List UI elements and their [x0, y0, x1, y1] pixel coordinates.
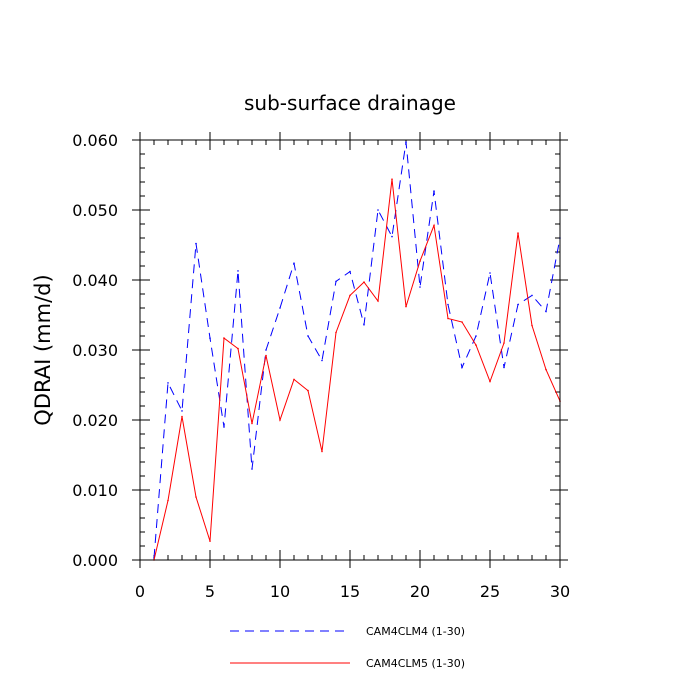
data-point — [517, 303, 519, 306]
data-point — [433, 224, 435, 227]
data-point — [251, 422, 253, 425]
data-point — [433, 190, 435, 192]
series-line-2 — [153, 179, 561, 561]
data-point — [531, 294, 533, 297]
data-point — [335, 331, 337, 334]
data-point — [363, 324, 365, 326]
data-point — [489, 272, 491, 274]
legend-label-1: CAM4CLM4 (1-30) — [366, 625, 465, 638]
data-point — [321, 450, 323, 453]
data-point — [223, 426, 225, 428]
y-tick-label: 0.040 — [72, 271, 118, 290]
data-point — [363, 281, 365, 283]
data-point — [181, 410, 183, 412]
series-line-1 — [153, 142, 561, 558]
data-point — [237, 347, 239, 350]
data-point — [307, 335, 309, 337]
data-point — [293, 378, 295, 381]
data-point — [167, 382, 169, 384]
data-point — [349, 270, 351, 273]
data-point — [545, 368, 547, 371]
data-point — [195, 496, 197, 498]
data-point — [503, 342, 505, 344]
x-tick-label: 15 — [340, 582, 360, 601]
data-point — [447, 303, 449, 306]
legend: CAM4CLM4 (1-30) CAM4CLM5 (1-30) — [230, 625, 465, 670]
data-point — [265, 349, 267, 351]
x-tick-label: 10 — [270, 582, 290, 601]
x-tick-label: 30 — [550, 582, 570, 601]
data-point — [195, 242, 197, 245]
data-point — [167, 499, 169, 502]
data-point — [489, 380, 491, 383]
y-tick-label: 0.030 — [72, 341, 118, 360]
data-point — [279, 307, 281, 309]
data-point — [461, 366, 463, 369]
series-layer — [153, 141, 561, 561]
data-point — [349, 294, 351, 297]
y-tick-label: 0.050 — [72, 201, 118, 220]
data-point — [293, 262, 295, 265]
data-point — [335, 280, 337, 283]
y-tick-label: 0.010 — [72, 481, 118, 500]
data-point — [321, 359, 323, 362]
data-point — [251, 468, 253, 470]
data-point — [391, 235, 393, 238]
data-point — [545, 310, 547, 313]
data-point — [279, 419, 281, 421]
data-point — [517, 232, 519, 234]
data-point — [223, 337, 225, 339]
x-tick-label: 0 — [135, 582, 145, 601]
x-tick-label: 25 — [480, 582, 500, 601]
legend-label-2: CAM4CLM5 (1-30) — [366, 657, 465, 670]
data-point — [405, 141, 407, 143]
y-tick-label: 0.020 — [72, 411, 118, 430]
x-tick-label: 5 — [205, 582, 215, 601]
data-point — [475, 335, 477, 337]
y-tick-label: 0.000 — [72, 551, 118, 570]
data-point — [391, 178, 393, 180]
plot-frame — [139, 139, 561, 561]
data-point — [419, 260, 421, 262]
data-point — [307, 389, 309, 392]
data-point — [447, 317, 449, 320]
data-point — [503, 366, 505, 369]
y-tick-label: 0.060 — [72, 131, 118, 150]
axis-ticks: 0 5 10 15 20 25 30 0.000 0.010 0.020 0.030 0.040 0.0… — [72, 131, 570, 601]
data-point — [265, 354, 267, 357]
data-point — [181, 415, 183, 418]
data-point — [475, 344, 477, 346]
data-point — [377, 209, 379, 211]
data-point — [377, 300, 379, 302]
data-point — [461, 321, 463, 323]
data-point — [237, 270, 239, 272]
x-tick-label: 20 — [410, 582, 430, 601]
data-point — [405, 305, 407, 308]
data-point — [209, 337, 211, 339]
data-point — [419, 286, 421, 288]
data-point — [531, 324, 533, 327]
data-point — [209, 540, 211, 542]
chart-title: sub-surface drainage — [244, 91, 456, 115]
y-axis-label: QDRAI (mm/d) — [31, 274, 55, 425]
